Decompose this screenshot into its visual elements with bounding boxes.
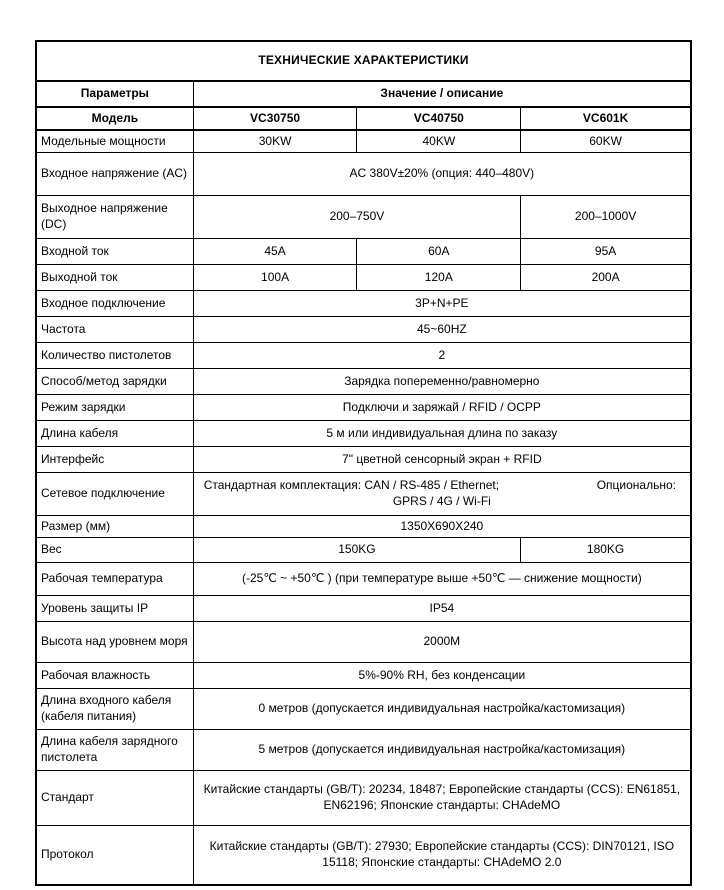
table-row: Способ/метод зарядки Зарядка попеременно/… <box>35 368 692 395</box>
optional-label: Опционально: <box>596 478 676 493</box>
value-cell: VC30750 <box>192 106 358 131</box>
value-cell: 180KG <box>520 537 692 563</box>
param-cell: Интерфейс <box>35 446 194 473</box>
table-row: Входной ток 45A 60A 95A <box>35 238 692 265</box>
page-title: ТЕХНИЧЕСКИЕ ХАРАКТЕРИСТИКИ <box>35 40 692 82</box>
table-row: Длина входного кабеля (кабеля питания) 0 … <box>35 688 692 730</box>
param-cell: Длина кабеля зарядного пистолета <box>35 729 194 771</box>
param-cell: Рабочая влажность <box>35 662 194 689</box>
spec-table-body: ТЕХНИЧЕСКИЕ ХАРАКТЕРИСТИКИ Параметры Значе… <box>35 40 692 886</box>
value-cell: 3P+N+PE <box>192 290 692 317</box>
value-cell: 200–750V <box>192 195 522 239</box>
param-cell: Стандарт <box>35 770 194 826</box>
table-row: Рабочая влажность 5%-90% RH, без конденса… <box>35 662 692 689</box>
param-cell: Длина кабеля <box>35 420 194 447</box>
param-cell: Размер (мм) <box>35 515 194 538</box>
table-row: Сетевое подключение Стандартная комплекта… <box>35 472 692 516</box>
value-cell: 120A <box>356 264 522 291</box>
spec-table: ТЕХНИЧЕСКИЕ ХАРАКТЕРИСТИКИ Параметры Значе… <box>35 40 692 886</box>
table-row: Высота над уровнем моря 2000M <box>35 621 692 663</box>
table-row: Длина кабеля зарядного пистолета 5 метров… <box>35 729 692 771</box>
table-row: Модель VC30750 VC40750 VC601K <box>35 106 692 131</box>
value-cell: 30KW <box>192 129 358 153</box>
value-cell: Китайские стандарты (GB/T): 27930; Европ… <box>192 825 692 886</box>
value-cell: 40KW <box>356 129 522 153</box>
param-cell: Рабочая температура <box>35 562 194 596</box>
param-cell: Сетевое подключение <box>35 472 194 516</box>
optional-items-text: GPRS / 4G / Wi-Fi <box>392 494 491 508</box>
param-cell: Длина входного кабеля (кабеля питания) <box>35 688 194 730</box>
table-row: Входное напряжение (AC) AC 380V±20% (опци… <box>35 152 692 196</box>
table-row: Режим зарядки Подключи и заряжай / RFID /… <box>35 394 692 421</box>
value-cell: 95A <box>520 238 692 265</box>
table-row: Модельные мощности 30KW 40KW 60KW <box>35 129 692 153</box>
value-cell: 45~60HZ <box>192 316 692 343</box>
standard-config-text: Стандартная комплектация: CAN / RS-485 /… <box>203 478 500 493</box>
value-cell: Подключи и заряжай / RFID / OCPP <box>192 394 692 421</box>
value-cell: 200A <box>520 264 692 291</box>
value-cell: 5 м или индивидуальная длина по заказу <box>192 420 692 447</box>
table-row: Уровень защиты IP IP54 <box>35 595 692 622</box>
table-row: Параметры Значение / описание <box>35 80 692 108</box>
param-cell: Модельные мощности <box>35 129 194 153</box>
value-cell: Китайские стандарты (GB/T): 20234, 18487… <box>192 770 692 826</box>
value-cell: 2000M <box>192 621 692 663</box>
param-cell: Протокол <box>35 825 194 886</box>
param-cell: Режим зарядки <box>35 394 194 421</box>
param-cell: Параметры <box>35 80 194 108</box>
param-cell: Высота над уровнем моря <box>35 621 194 663</box>
param-cell: Способ/метод зарядки <box>35 368 194 395</box>
param-cell: Вес <box>35 537 194 563</box>
param-cell: Количество пистолетов <box>35 342 194 369</box>
table-row: Выходной ток 100A 120A 200A <box>35 264 692 291</box>
value-cell: (-25℃ ~ +50℃ ) (при температуре выше +50… <box>192 562 692 596</box>
table-row: Длина кабеля 5 м или индивидуальная длина… <box>35 420 692 447</box>
param-cell: Частота <box>35 316 194 343</box>
table-row: Вес 150KG 180KG <box>35 537 692 563</box>
param-cell: Входное подключение <box>35 290 194 317</box>
value-cell: Зарядка попеременно/равномерно <box>192 368 692 395</box>
param-cell: Входной ток <box>35 238 194 265</box>
table-row: Стандарт Китайские стандарты (GB/T): 2023… <box>35 770 692 826</box>
value-cell: 7" цветной сенсорный экран + RFID <box>192 446 692 473</box>
value-cell: AC 380V±20% (опция: 440–480V) <box>192 152 692 196</box>
value-cell: Значение / описание <box>192 80 692 108</box>
value-cell: 5%-90% RH, без конденсации <box>192 662 692 689</box>
value-cell: VC40750 <box>356 106 522 131</box>
value-cell: Стандартная комплектация: CAN / RS-485 /… <box>192 472 692 516</box>
value-cell: 2 <box>192 342 692 369</box>
value-cell: 200–1000V <box>520 195 692 239</box>
value-cell: 45A <box>192 238 358 265</box>
param-cell: Входное напряжение (AC) <box>35 152 194 196</box>
value-cell: 5 метров (допускается индивидуальная нас… <box>192 729 692 771</box>
param-cell: Выходной ток <box>35 264 194 291</box>
value-cell: VC601K <box>520 106 692 131</box>
param-cell: Модель <box>35 106 194 131</box>
table-row: Протокол Китайские стандарты (GB/T): 2793… <box>35 825 692 886</box>
table-row: Выходное напряжение (DC) 200–750V 200–1000… <box>35 195 692 239</box>
table-row: Размер (мм) 1350X690X240 <box>35 515 692 538</box>
value-cell: IP54 <box>192 595 692 622</box>
value-cell: 60A <box>356 238 522 265</box>
table-row: Интерфейс 7" цветной сенсорный экран + RF… <box>35 446 692 473</box>
table-row: Частота 45~60HZ <box>35 316 692 343</box>
param-cell: Уровень защиты IP <box>35 595 194 622</box>
table-row: Количество пистолетов 2 <box>35 342 692 369</box>
table-row: ТЕХНИЧЕСКИЕ ХАРАКТЕРИСТИКИ <box>35 40 692 82</box>
value-cell: 0 метров (допускается индивидуальная нас… <box>192 688 692 730</box>
table-row: Входное подключение 3P+N+PE <box>35 290 692 317</box>
value-cell: 150KG <box>192 537 522 563</box>
param-cell: Выходное напряжение (DC) <box>35 195 194 239</box>
value-cell: 100A <box>192 264 358 291</box>
value-cell: 1350X690X240 <box>192 515 692 538</box>
table-row: Рабочая температура (-25℃ ~ +50℃ ) (при т… <box>35 562 692 596</box>
value-cell: 60KW <box>520 129 692 153</box>
